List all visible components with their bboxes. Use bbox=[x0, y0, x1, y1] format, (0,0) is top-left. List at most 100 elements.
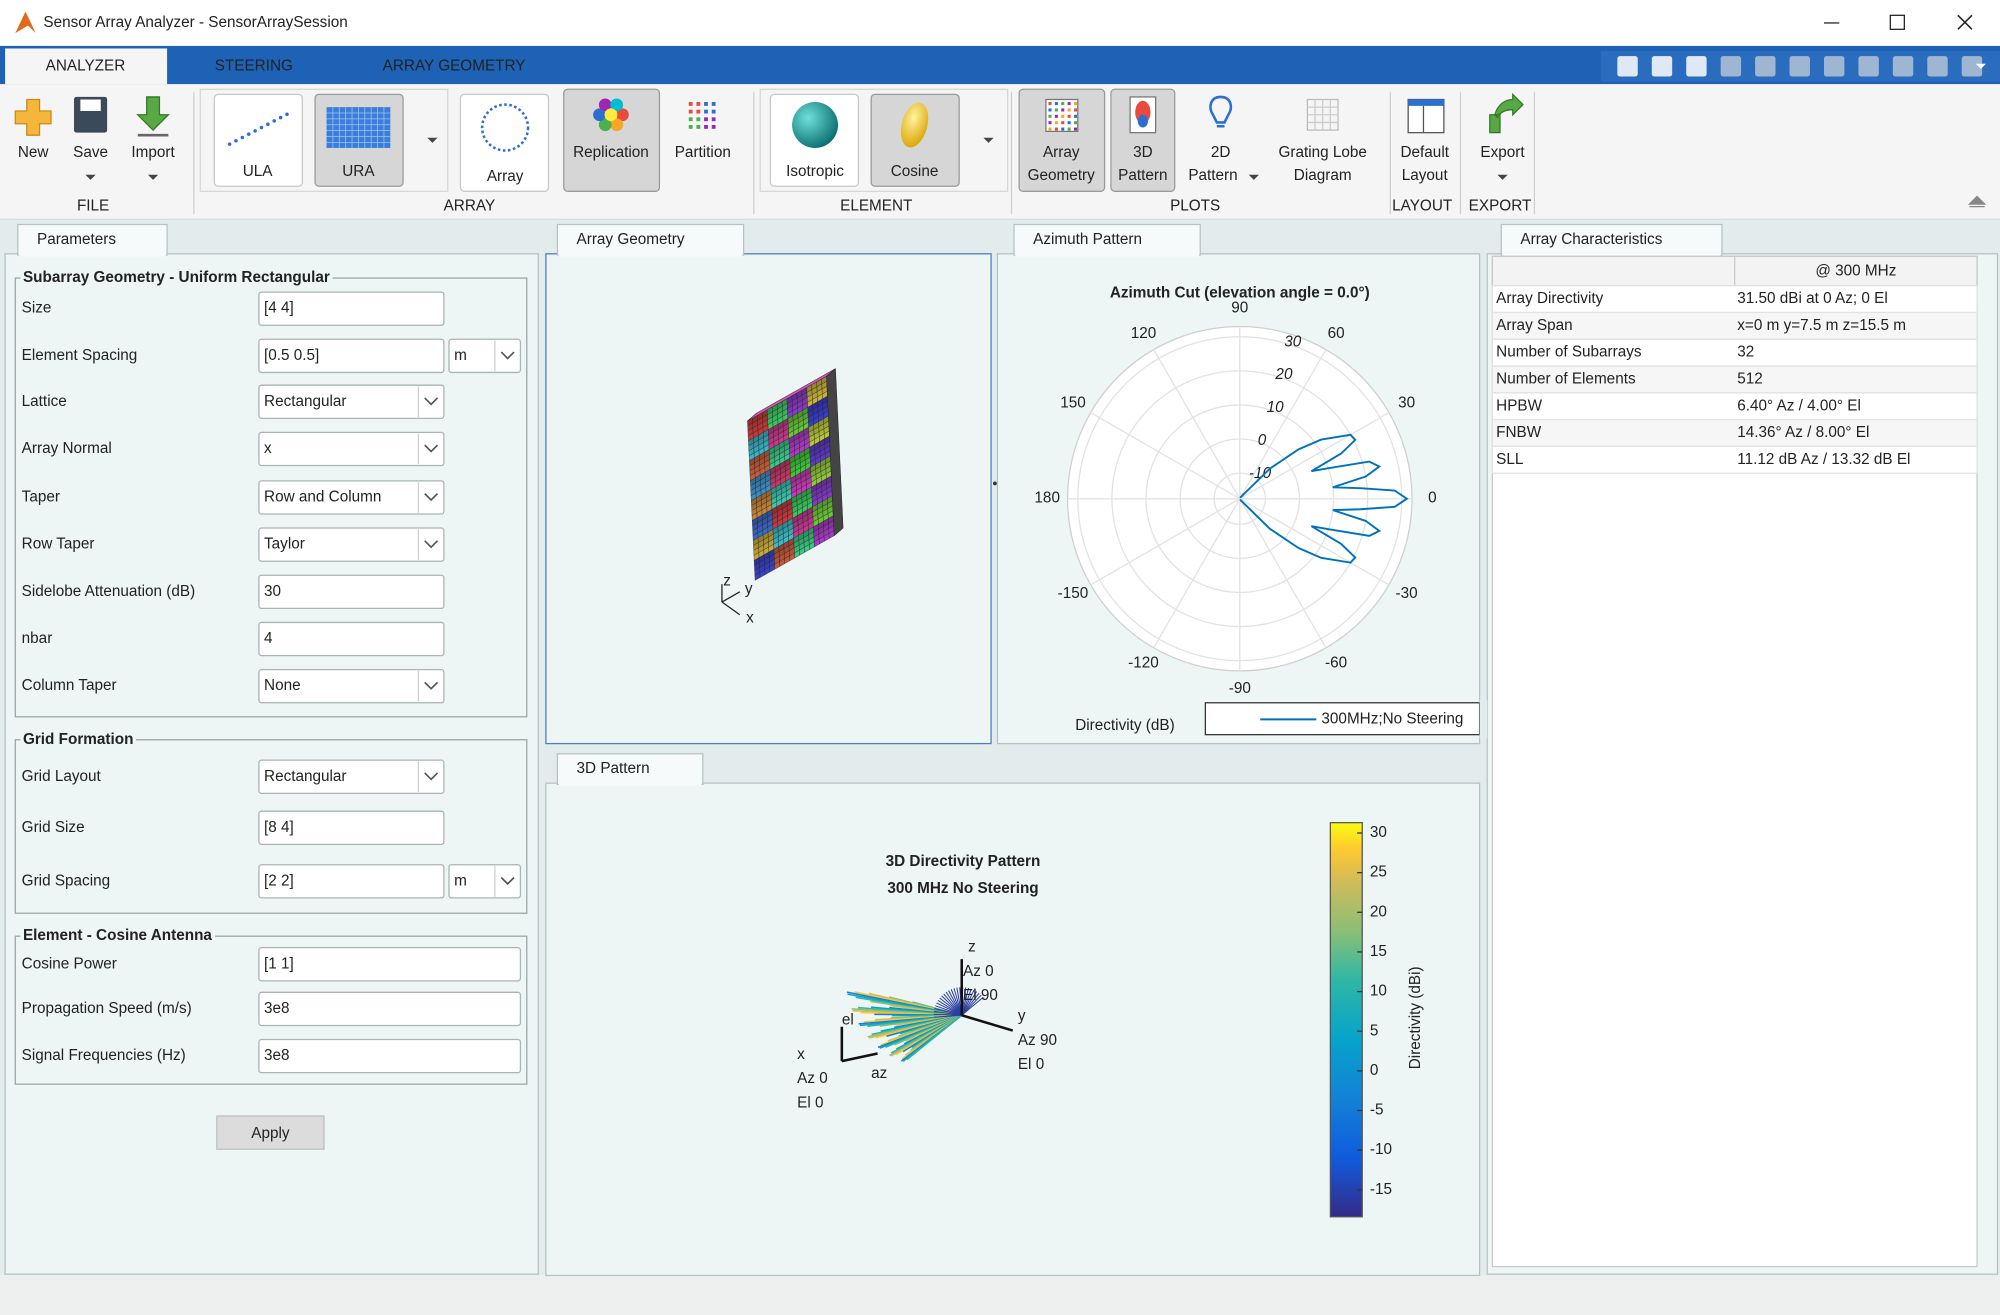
button-label[interactable]: Pattern bbox=[1188, 167, 1237, 184]
colorbar-tick-label: 20 bbox=[1370, 903, 1387, 920]
field-label: nbar bbox=[22, 630, 53, 647]
text-input[interactable] bbox=[258, 991, 522, 1027]
button-label[interactable]: Array bbox=[1043, 144, 1080, 161]
button-label[interactable]: Replication bbox=[573, 144, 649, 161]
theta-tick-label: 90 bbox=[1231, 300, 1248, 317]
panel-tab-label[interactable]: Array Characteristics bbox=[1520, 231, 1662, 248]
dropdown[interactable] bbox=[258, 668, 445, 704]
quick-access-icon[interactable] bbox=[1823, 56, 1845, 77]
text-input[interactable] bbox=[258, 864, 445, 899]
panel-tab[interactable] bbox=[556, 223, 745, 256]
button-label[interactable]: Export bbox=[1480, 144, 1525, 161]
group-box bbox=[14, 739, 528, 914]
icon-partition bbox=[704, 124, 708, 129]
button-label[interactable]: Array bbox=[487, 168, 524, 185]
button-label[interactable]: Pattern bbox=[1118, 167, 1167, 184]
text-input[interactable] bbox=[258, 338, 445, 374]
quick-access-icon[interactable] bbox=[1651, 56, 1673, 77]
chart-title: Azimuth Cut (elevation angle = 0.0°) bbox=[1110, 284, 1370, 301]
field-label: Row Taper bbox=[22, 536, 95, 553]
button-label[interactable]: Import bbox=[131, 144, 175, 161]
button-label[interactable]: Partition bbox=[675, 144, 731, 161]
dropdown[interactable] bbox=[258, 527, 445, 562]
quick-access-icon[interactable] bbox=[1686, 56, 1707, 77]
icon-new bbox=[14, 98, 52, 136]
button-label[interactable]: 3D bbox=[1133, 144, 1153, 161]
panel-tab-label[interactable]: Array Geometry bbox=[577, 231, 685, 248]
button-label[interactable]: Default bbox=[1401, 144, 1450, 161]
icon-import bbox=[136, 96, 170, 131]
unit-dropdown[interactable] bbox=[448, 864, 522, 899]
button-label[interactable]: 2D bbox=[1211, 144, 1231, 161]
dropdown[interactable] bbox=[258, 384, 445, 419]
dropdown[interactable] bbox=[258, 759, 445, 794]
quick-access-icon[interactable] bbox=[1720, 56, 1742, 77]
panel-tab[interactable] bbox=[1013, 223, 1201, 256]
dropdown-arrow bbox=[500, 876, 515, 886]
ribbon-tab[interactable]: ARRAY GEOMETRY bbox=[383, 57, 526, 74]
polar-spoke bbox=[1153, 349, 1241, 500]
dropdown[interactable] bbox=[258, 480, 445, 515]
gallery-more bbox=[427, 137, 438, 143]
toolbar-button[interactable] bbox=[1018, 88, 1106, 192]
icon-geometry-dot bbox=[1067, 102, 1071, 106]
panel-tab-label[interactable]: 3D Pattern bbox=[577, 760, 650, 777]
ribbon-tab[interactable]: ANALYZER bbox=[46, 57, 126, 74]
text-input[interactable] bbox=[258, 947, 522, 982]
quick-access-icon[interactable] bbox=[1961, 56, 1983, 77]
text-input[interactable] bbox=[258, 1038, 522, 1074]
collapse-toolstrip[interactable] bbox=[1967, 195, 1987, 208]
button-label[interactable]: Diagram bbox=[1294, 167, 1352, 184]
text-input[interactable] bbox=[258, 621, 445, 657]
ribbon-tab[interactable]: STEERING bbox=[215, 57, 293, 74]
quick-access-icon[interactable] bbox=[1617, 56, 1638, 77]
quick-access-icon[interactable] bbox=[1789, 56, 1810, 77]
apply-label[interactable]: Apply bbox=[251, 1125, 290, 1142]
panel-tab[interactable] bbox=[556, 753, 704, 786]
button-label[interactable]: Save bbox=[73, 144, 108, 161]
text-input[interactable] bbox=[258, 291, 445, 326]
r-tick-label: 20 bbox=[1274, 366, 1293, 383]
quick-access-icon[interactable] bbox=[1927, 56, 1948, 77]
button-label[interactable]: Geometry bbox=[1028, 167, 1096, 184]
quick-access-icon[interactable] bbox=[1892, 56, 1914, 77]
apply-button[interactable] bbox=[216, 1115, 325, 1150]
field-label: Column Taper bbox=[22, 677, 117, 694]
icon-partition bbox=[704, 109, 708, 114]
table-row bbox=[1491, 418, 1978, 448]
icon-export bbox=[1489, 92, 1524, 134]
dropdown[interactable] bbox=[258, 431, 445, 467]
field-label: Array Normal bbox=[22, 440, 112, 457]
panel-tab-label[interactable]: Parameters bbox=[37, 231, 116, 248]
panel-tab-label[interactable]: Azimuth Pattern bbox=[1033, 231, 1142, 248]
button-label[interactable]: ULA bbox=[243, 163, 274, 180]
icon-ula-dot bbox=[240, 135, 245, 140]
button-label[interactable]: Isotropic bbox=[786, 163, 844, 180]
quick-access-icon[interactable] bbox=[1858, 56, 1879, 77]
field-label: Cosine Power bbox=[22, 955, 117, 972]
close-button[interactable] bbox=[1957, 14, 1973, 30]
local-axis-az bbox=[841, 1052, 878, 1063]
icon-partition bbox=[696, 117, 701, 122]
toolbar-button[interactable] bbox=[1110, 88, 1176, 192]
icon-geometry-dot bbox=[1067, 121, 1071, 125]
button-label[interactable]: New bbox=[18, 144, 50, 161]
panel-tab[interactable] bbox=[1500, 223, 1723, 256]
text-input[interactable] bbox=[258, 574, 445, 610]
icon-save-label bbox=[80, 99, 101, 111]
table-cell: Number of Elements bbox=[1496, 370, 1636, 387]
tab-active[interactable] bbox=[5, 48, 168, 85]
maximize-button[interactable] bbox=[1889, 14, 1905, 30]
button-label[interactable]: URA bbox=[342, 163, 375, 180]
button-label[interactable]: Grating Lobe bbox=[1278, 144, 1366, 161]
button-label[interactable]: Cosine bbox=[891, 163, 939, 180]
quick-access-icon[interactable] bbox=[1755, 56, 1776, 77]
r-tick-label: 0 bbox=[1258, 432, 1267, 449]
unit-dropdown[interactable] bbox=[448, 338, 522, 374]
field-value: 3e8 bbox=[264, 1047, 290, 1064]
toolbar-button[interactable] bbox=[563, 88, 661, 192]
button-label[interactable]: Layout bbox=[1402, 167, 1449, 184]
group-title: Grid Formation bbox=[23, 731, 133, 748]
text-input[interactable] bbox=[258, 810, 445, 845]
icon-ula-dot bbox=[253, 129, 257, 133]
